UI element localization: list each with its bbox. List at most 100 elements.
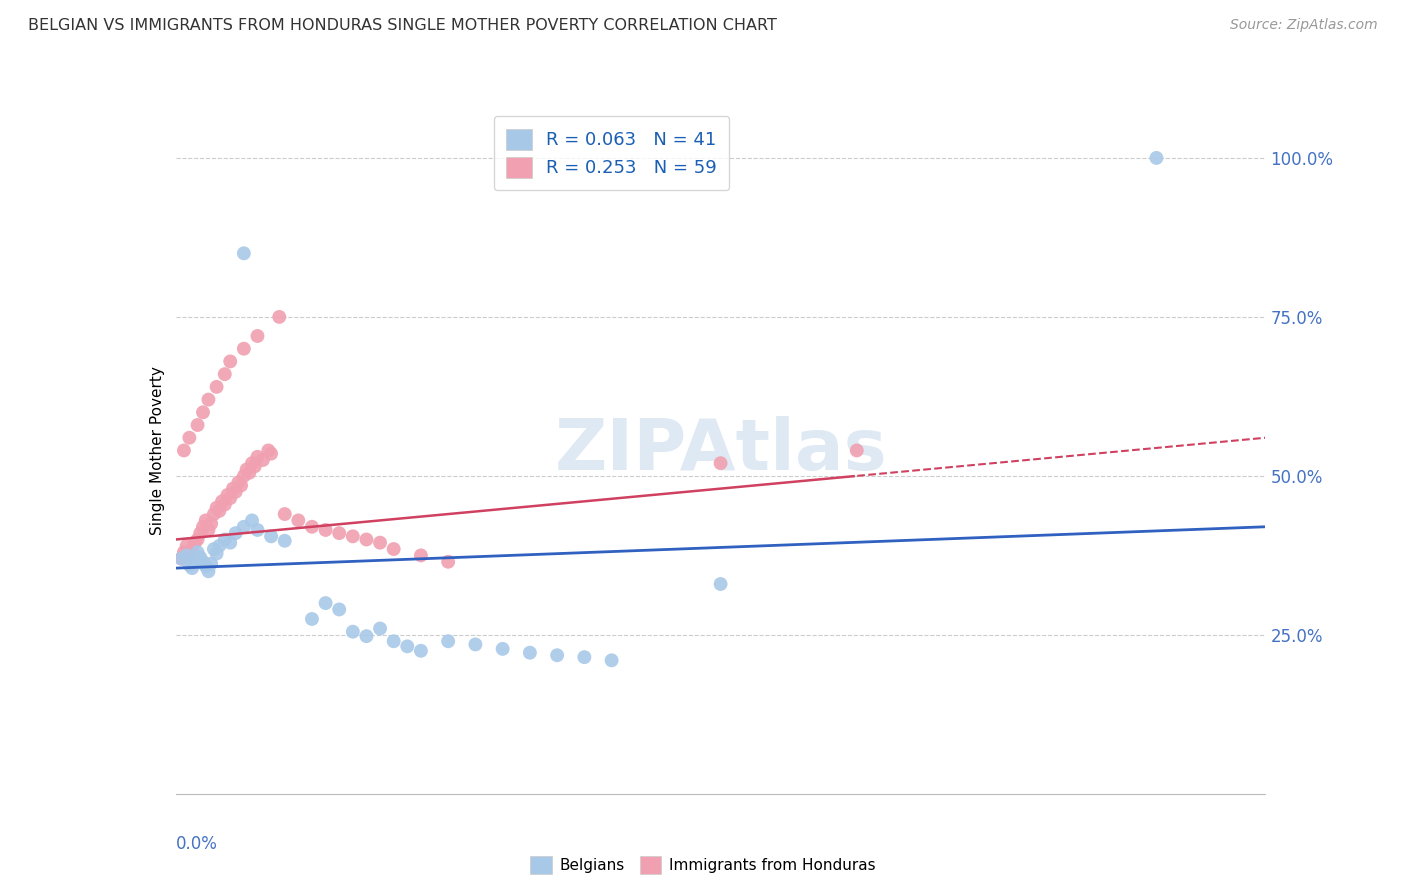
Point bbox=[191, 520, 214, 534]
Point bbox=[845, 443, 868, 458]
Point bbox=[382, 542, 405, 557]
Point bbox=[328, 526, 350, 541]
Point bbox=[219, 491, 242, 505]
Point bbox=[269, 310, 291, 324]
Point bbox=[228, 475, 250, 490]
Point bbox=[235, 462, 257, 476]
Point bbox=[342, 529, 364, 543]
Point bbox=[328, 602, 350, 616]
Y-axis label: Single Mother Poverty: Single Mother Poverty bbox=[149, 366, 165, 535]
Point bbox=[356, 533, 378, 547]
Point bbox=[219, 354, 242, 368]
Point bbox=[409, 644, 432, 658]
Point bbox=[437, 555, 460, 569]
Point bbox=[225, 484, 247, 499]
Point bbox=[188, 550, 211, 565]
Point bbox=[181, 561, 204, 575]
Point bbox=[186, 533, 209, 547]
Point bbox=[246, 450, 269, 464]
Point bbox=[214, 498, 236, 512]
Point bbox=[200, 516, 222, 531]
Point bbox=[205, 546, 228, 561]
Point bbox=[179, 549, 201, 563]
Point bbox=[173, 443, 195, 458]
Point bbox=[356, 629, 378, 643]
Point bbox=[243, 459, 266, 474]
Point bbox=[225, 526, 247, 541]
Point bbox=[211, 494, 233, 508]
Text: Source: ZipAtlas.com: Source: ZipAtlas.com bbox=[1230, 18, 1378, 32]
Point bbox=[260, 529, 283, 543]
Point bbox=[437, 634, 460, 648]
Point bbox=[194, 559, 217, 574]
Point bbox=[246, 523, 269, 537]
Point bbox=[186, 417, 209, 432]
Point bbox=[170, 551, 193, 566]
Point bbox=[252, 453, 274, 467]
Point bbox=[222, 482, 245, 496]
Point bbox=[217, 488, 239, 502]
Point bbox=[710, 577, 733, 591]
Point bbox=[232, 342, 254, 356]
Point bbox=[301, 612, 323, 626]
Point bbox=[232, 520, 254, 534]
Point bbox=[382, 634, 405, 648]
Point bbox=[1144, 151, 1167, 165]
Point bbox=[197, 392, 219, 407]
Point bbox=[368, 622, 391, 636]
Point bbox=[710, 456, 733, 470]
Point bbox=[287, 513, 309, 527]
Legend: Belgians, Immigrants from Honduras: Belgians, Immigrants from Honduras bbox=[524, 850, 882, 880]
Point bbox=[205, 500, 228, 515]
Point bbox=[208, 539, 231, 553]
Point bbox=[240, 513, 263, 527]
Point bbox=[170, 551, 193, 566]
Point bbox=[197, 523, 219, 537]
Point bbox=[519, 646, 541, 660]
Point bbox=[600, 653, 623, 667]
Point bbox=[184, 553, 207, 567]
Point bbox=[232, 469, 254, 483]
Point bbox=[191, 555, 214, 569]
Point bbox=[368, 535, 391, 549]
Point bbox=[202, 542, 225, 557]
Text: BELGIAN VS IMMIGRANTS FROM HONDURAS SINGLE MOTHER POVERTY CORRELATION CHART: BELGIAN VS IMMIGRANTS FROM HONDURAS SING… bbox=[28, 18, 778, 33]
Point bbox=[238, 466, 260, 480]
Point bbox=[232, 246, 254, 260]
Point bbox=[257, 443, 280, 458]
Point bbox=[492, 641, 515, 656]
Point bbox=[315, 596, 337, 610]
Point bbox=[184, 535, 207, 549]
Point bbox=[396, 640, 419, 654]
Point bbox=[231, 478, 253, 492]
Point bbox=[409, 549, 432, 563]
Point bbox=[274, 507, 297, 521]
Text: 0.0%: 0.0% bbox=[176, 835, 218, 853]
Point bbox=[179, 431, 201, 445]
Point bbox=[240, 456, 263, 470]
Point bbox=[191, 405, 214, 419]
Point bbox=[205, 380, 228, 394]
Point bbox=[301, 520, 323, 534]
Point bbox=[274, 533, 297, 548]
Point bbox=[176, 539, 198, 553]
Point bbox=[464, 637, 486, 651]
Point bbox=[260, 447, 283, 461]
Point bbox=[574, 650, 596, 665]
Point bbox=[186, 545, 209, 559]
Point bbox=[179, 558, 201, 572]
Point bbox=[197, 564, 219, 578]
Point bbox=[181, 542, 204, 557]
Legend: R = 0.063   N = 41, R = 0.253   N = 59: R = 0.063 N = 41, R = 0.253 N = 59 bbox=[494, 116, 730, 190]
Point bbox=[208, 504, 231, 518]
Point bbox=[173, 545, 195, 559]
Point bbox=[546, 648, 568, 663]
Point bbox=[202, 507, 225, 521]
Point bbox=[214, 533, 236, 547]
Point bbox=[219, 535, 242, 549]
Point bbox=[200, 557, 222, 571]
Point bbox=[246, 329, 269, 343]
Point bbox=[315, 523, 337, 537]
Point bbox=[214, 367, 236, 381]
Point bbox=[194, 513, 217, 527]
